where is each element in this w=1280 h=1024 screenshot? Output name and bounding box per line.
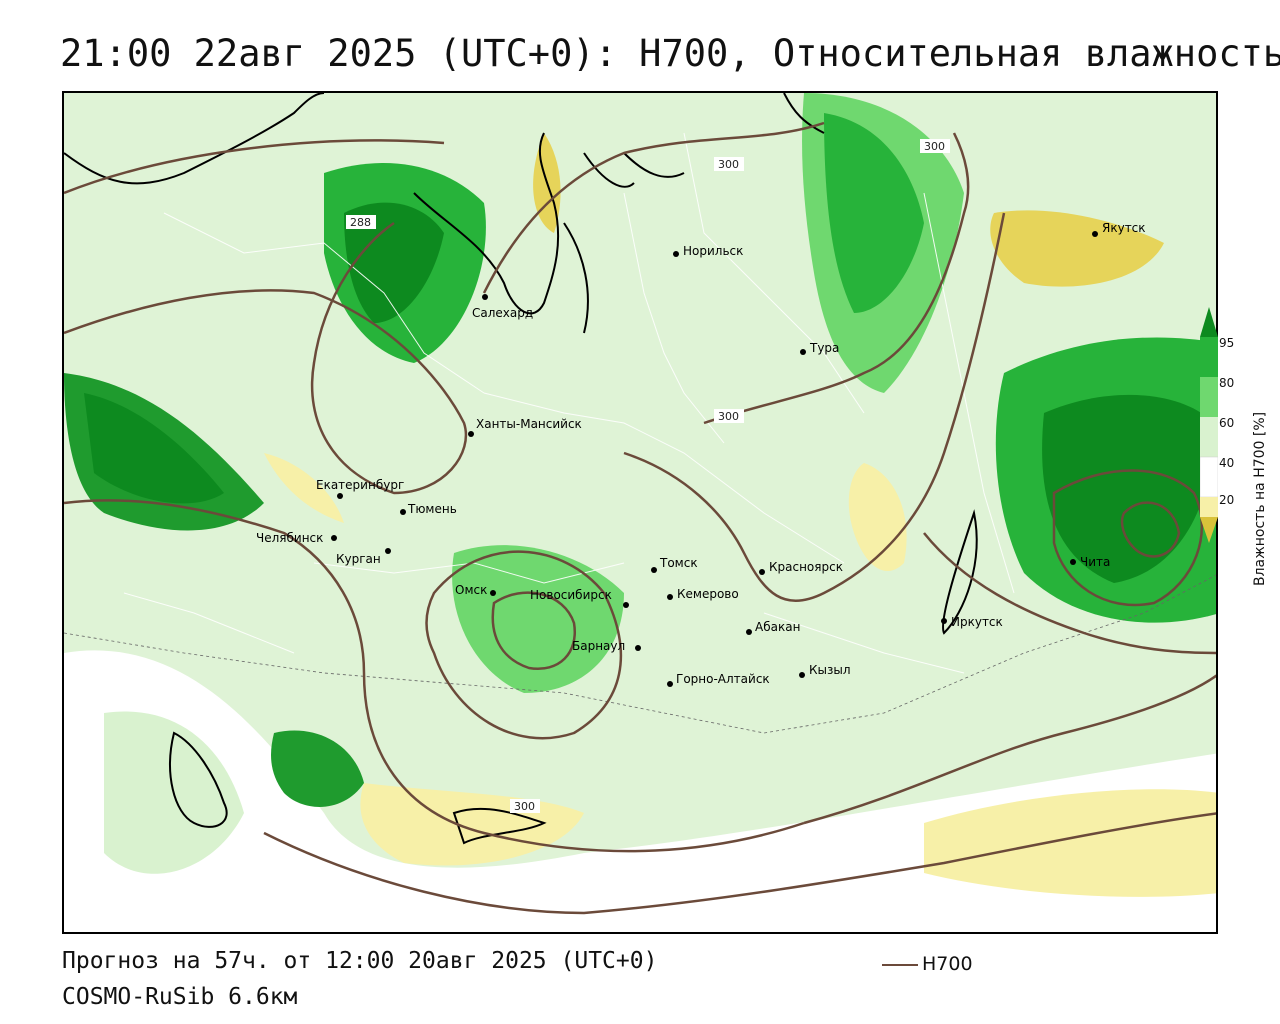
- colorbar-tick: 95: [1219, 336, 1235, 350]
- city-label: Чита: [1080, 555, 1110, 569]
- city-label: Красноярск: [769, 560, 843, 574]
- city-label: Екатеринбург: [316, 478, 404, 492]
- isoline-label: 288: [350, 216, 371, 229]
- h700-legend-label: H700: [922, 953, 973, 975]
- city-label: Абакан: [755, 620, 800, 634]
- city-label: Тюмень: [407, 502, 457, 516]
- h700-legend-line: [882, 964, 918, 966]
- city-label: Горно-Алтайск: [676, 672, 770, 686]
- city-label: Кызыл: [809, 663, 851, 677]
- region-borders: [123, 132, 1015, 674]
- colorbar-tick: 40: [1219, 456, 1235, 470]
- city-label: Омск: [455, 583, 487, 597]
- isoline-label: 300: [718, 410, 739, 423]
- model-name: COSMO-RuSib 6.6км: [62, 984, 298, 1010]
- humidity-field: [64, 93, 1216, 932]
- colorbar-tick: 20: [1219, 493, 1235, 507]
- city-label: Кемерово: [677, 587, 739, 601]
- colorbar-tick: 80: [1219, 376, 1235, 390]
- isoline-label: 300: [718, 158, 739, 171]
- city-label: Салехард: [472, 306, 533, 320]
- city-label: Иркутск: [951, 615, 1003, 629]
- h700-isolines: [64, 121, 1216, 915]
- colorbar-title: Влажность на H700 [%]: [1252, 411, 1268, 586]
- city-label: Якутск: [1102, 221, 1146, 235]
- city-label: Норильск: [683, 244, 743, 258]
- isoline-label: 300: [514, 800, 535, 813]
- city-label: Барнаул: [572, 639, 625, 653]
- city-label: Ханты-Мансийск: [476, 417, 582, 431]
- isoline-label-group: 288 300 300 300 300: [346, 139, 950, 813]
- forecast-info: Прогноз на 57ч. от 12:00 20авг 2025 (UTC…: [62, 948, 658, 974]
- cities: Якутск Норильск Салехард Тура Ханты-Манс…: [256, 221, 1146, 687]
- city-label: Тура: [809, 341, 839, 355]
- isoline-label: 300: [924, 140, 945, 153]
- city-label: Челябинск: [256, 531, 323, 545]
- coastlines: [64, 93, 978, 845]
- weather-map: 288 300 300 300 300 Якутск Норильск Сале…: [62, 91, 1218, 934]
- humidity-colorbar: [1200, 307, 1218, 543]
- city-label: Новосибирск: [530, 588, 612, 602]
- map-title: 21:00 22авг 2025 (UTC+0): H700, Относите…: [60, 32, 1280, 75]
- colorbar-tick: 60: [1219, 416, 1235, 430]
- city-label: Курган: [336, 552, 381, 566]
- city-label: Томск: [659, 556, 698, 570]
- map-canvas: 288 300 300 300 300 Якутск Норильск Сале…: [64, 93, 1216, 932]
